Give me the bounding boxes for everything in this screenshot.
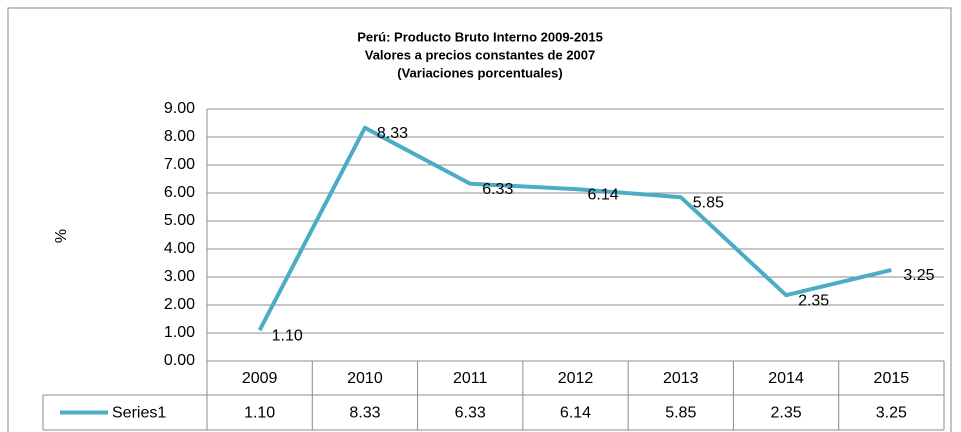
table-value: 6.33: [455, 405, 486, 422]
y-tick-label: 6.00: [164, 184, 195, 201]
y-tick-label: 8.00: [164, 128, 195, 145]
table-value: 1.10: [244, 405, 275, 422]
chart-subtitle: Valores a precios constantes de 2007: [365, 47, 596, 62]
x-tick-label: 2012: [558, 370, 594, 387]
y-tick-label: 4.00: [164, 240, 195, 257]
data-label: 3.25: [903, 267, 934, 284]
y-tick-label: 2.00: [164, 296, 195, 313]
line: [257, 125, 892, 332]
chart-title: Perú: Producto Bruto Interno 2009-2015: [357, 29, 603, 44]
chart-subtitle: (Variaciones porcentuales): [397, 65, 562, 80]
x-tick-label: 2010: [347, 370, 383, 387]
data-label: 6.33: [482, 181, 513, 198]
table-value: 8.33: [349, 405, 380, 422]
y-tick-label: 7.00: [164, 156, 195, 173]
x-tick-label: 2013: [663, 370, 699, 387]
y-tick-label: 0.00: [164, 352, 195, 369]
x-tick-label: 2009: [242, 370, 278, 387]
table-value: 2.35: [771, 405, 802, 422]
x-tick-label: 2015: [874, 370, 910, 387]
data-label: 6.14: [588, 186, 619, 203]
data-label: 8.33: [377, 125, 408, 142]
data-label: 1.10: [272, 327, 303, 344]
y-tick-label: 3.00: [164, 268, 195, 285]
y-tick-label: 5.00: [164, 212, 195, 229]
x-tick-label: 2014: [768, 370, 804, 387]
table-value: 6.14: [560, 405, 591, 422]
data-label: 5.85: [693, 194, 724, 211]
data-label: 2.35: [798, 292, 829, 309]
table-value: 5.85: [665, 405, 696, 422]
y-axis-label: %: [53, 229, 70, 243]
table-value: 3.25: [876, 405, 907, 422]
y-tick-label: 1.00: [164, 324, 195, 341]
legend-label: Series1: [112, 405, 166, 422]
y-tick-label: 9.00: [164, 100, 195, 117]
x-tick-label: 2011: [453, 370, 488, 387]
